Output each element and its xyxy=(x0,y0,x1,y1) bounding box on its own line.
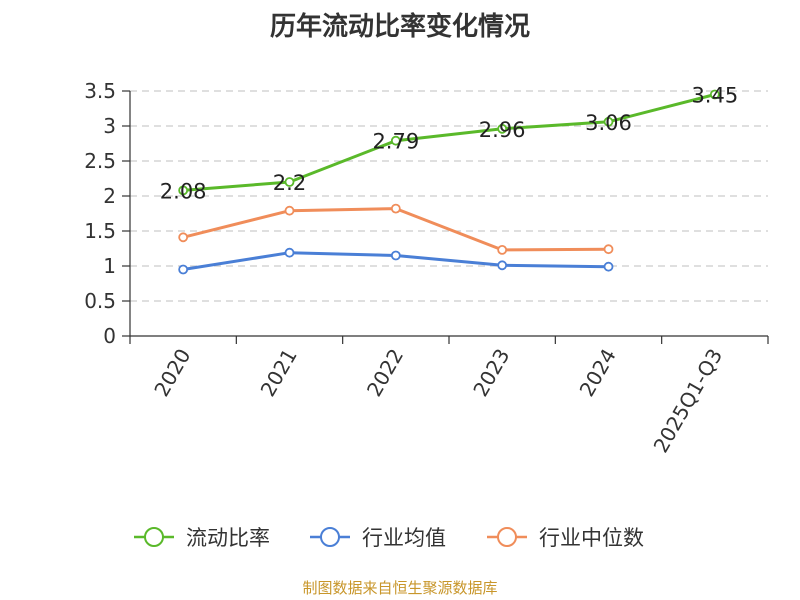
x-tick-label: 2025Q1-Q3 xyxy=(648,345,727,457)
data-point xyxy=(603,116,614,127)
legend-marker-icon xyxy=(320,527,340,547)
data-point xyxy=(390,250,401,261)
y-tick-label: 3.5 xyxy=(84,79,116,103)
data-point xyxy=(603,261,614,272)
data-point xyxy=(178,264,189,275)
series-layer xyxy=(178,89,720,275)
x-tick-label: 2024 xyxy=(575,345,621,401)
x-tick-label: 2020 xyxy=(149,345,195,401)
data-label: 2.79 xyxy=(372,130,419,154)
data-point xyxy=(284,205,295,216)
y-tick-label: 2.5 xyxy=(84,149,116,173)
x-tick-label: 2022 xyxy=(362,345,408,401)
data-label: 3.06 xyxy=(585,111,632,135)
data-labels: 2.08 2.2 2.79 2.96 3.06 3.45 xyxy=(160,84,738,204)
legend-label: 行业中位数 xyxy=(539,526,644,550)
data-label: 2.2 xyxy=(273,171,306,195)
legend-marker-icon xyxy=(497,527,517,547)
data-point xyxy=(497,123,508,134)
data-point xyxy=(390,135,401,146)
legend-marker-icon xyxy=(144,527,164,547)
legend-label: 行业均值 xyxy=(362,526,446,550)
series-line-3 xyxy=(182,207,609,252)
data-point xyxy=(178,185,189,196)
data-point xyxy=(390,203,401,214)
y-tick-label: 0.5 xyxy=(84,289,116,313)
data-label: 2.08 xyxy=(160,179,207,203)
y-tick-label: 3 xyxy=(103,114,116,138)
y-tick-label: 2 xyxy=(103,184,116,208)
y-tick-label: 0 xyxy=(103,324,116,348)
data-point xyxy=(178,232,189,243)
legend-label: 流动比率 xyxy=(186,526,270,550)
data-point xyxy=(709,89,720,100)
y-tick-label: 1 xyxy=(103,254,116,278)
data-label: 2.96 xyxy=(479,118,526,142)
data-point xyxy=(284,247,295,258)
y-tick-label: 1.5 xyxy=(84,219,116,243)
data-point xyxy=(284,177,295,187)
chart-title: 历年流动比率变化情况 xyxy=(269,12,530,42)
x-tick-label: 2021 xyxy=(256,345,302,401)
data-point xyxy=(603,244,614,255)
data-point xyxy=(497,244,508,255)
x-tick-label: 2023 xyxy=(468,344,514,400)
data-point xyxy=(497,260,508,271)
source-note: 制图数据来自恒生聚源数据库 xyxy=(302,579,498,597)
data-label: 3.45 xyxy=(691,84,738,108)
grid-lines xyxy=(130,90,768,302)
legend: 流动比率 行业均值 行业中位数 xyxy=(134,526,644,550)
series-line-1 xyxy=(183,93,716,192)
